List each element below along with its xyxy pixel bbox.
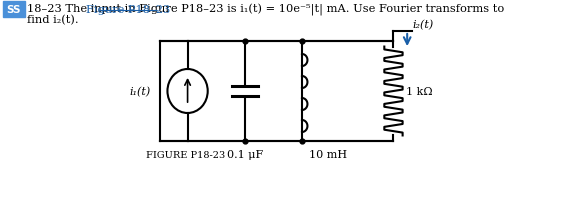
Text: 10 mH: 10 mH (309, 149, 347, 159)
FancyBboxPatch shape (3, 2, 24, 18)
Text: 0.1 μF: 0.1 μF (227, 149, 263, 159)
Text: find i₂(t).: find i₂(t). (27, 15, 79, 25)
Text: 18–23 The input in Figure P18–23 is i₁(t) = 10e⁻⁵|t| mA. Use Fourier transforms : 18–23 The input in Figure P18–23 is i₁(t… (27, 4, 505, 16)
Text: SS: SS (6, 5, 21, 15)
Text: Figure P18–23: Figure P18–23 (86, 5, 170, 15)
Text: FIGURE P18-23: FIGURE P18-23 (147, 150, 226, 159)
Text: i₁(t): i₁(t) (130, 87, 151, 97)
Text: 1 kΩ: 1 kΩ (406, 87, 433, 97)
Text: i₂(t): i₂(t) (413, 20, 434, 30)
